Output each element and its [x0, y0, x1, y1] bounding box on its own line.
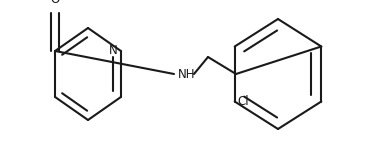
Text: N: N	[109, 45, 118, 58]
Text: NH: NH	[178, 67, 195, 81]
Text: O: O	[51, 0, 60, 6]
Text: Cl: Cl	[238, 95, 249, 108]
